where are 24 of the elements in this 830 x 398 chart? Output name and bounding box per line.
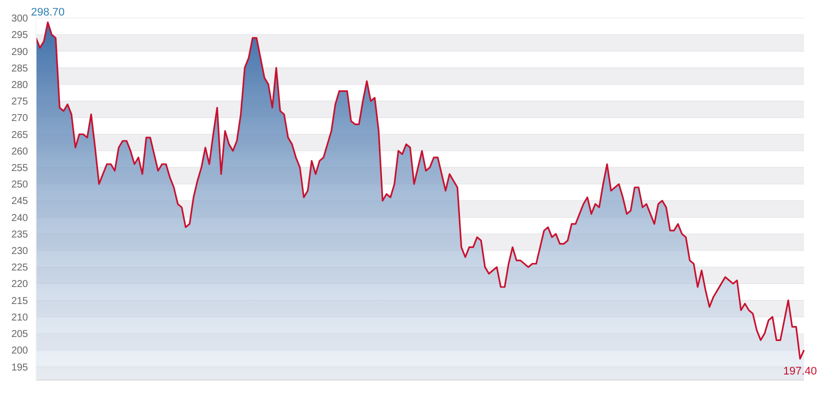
y-tick-label: 265 — [11, 130, 28, 141]
y-tick-label: 270 — [11, 113, 28, 124]
y-tick-label: 260 — [11, 146, 28, 158]
y-tick-label: 255 — [11, 163, 28, 174]
y-tick-label: 275 — [11, 96, 28, 108]
y-tick-label: 220 — [11, 279, 28, 290]
y-tick-label: 225 — [11, 262, 28, 274]
y-tick-label: 205 — [11, 329, 28, 340]
y-tick-label: 230 — [11, 246, 28, 258]
y-tick-label: 285 — [11, 63, 28, 74]
y-tick-label: 240 — [11, 212, 28, 224]
y-tick-label: 245 — [11, 196, 28, 208]
y-tick-label: 195 — [11, 362, 28, 374]
y-tick-label: 200 — [11, 346, 28, 357]
y-tick-label: 250 — [11, 180, 28, 191]
y-tick-label: 295 — [11, 30, 28, 42]
data-label: 298.70 — [30, 6, 65, 18]
y-tick-label: 215 — [11, 296, 28, 307]
y-tick-label: 210 — [11, 312, 28, 324]
y-tick-label: 280 — [11, 80, 28, 91]
y-tick-label: 300 — [11, 14, 28, 25]
y-tick-label: 290 — [11, 46, 28, 58]
y-tick-label: 235 — [11, 229, 28, 240]
data-label: 197.40 — [783, 366, 817, 378]
